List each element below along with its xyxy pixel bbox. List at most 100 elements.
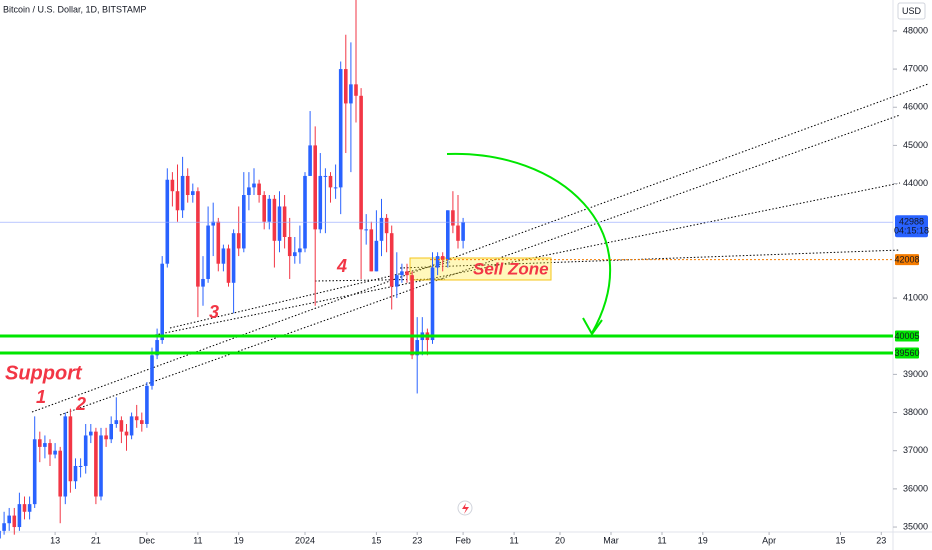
candle-body [323,175,328,177]
x-tick-label: Feb [455,535,471,545]
candle-body [129,416,134,436]
candle-body [359,95,363,230]
candle-body [12,515,17,528]
candle-body [134,416,139,421]
candle-body [446,210,450,260]
x-tick-label: 15 [835,535,845,545]
candle-body [17,504,22,528]
y-tick-label: 37000 [903,445,928,455]
x-tick-label: Apr [762,535,776,545]
y-tick-label: 44000 [903,178,928,188]
candle-body [155,340,159,356]
candle-body [364,229,368,231]
candle-body [349,84,353,104]
candle-body [384,217,389,234]
candle-body [27,504,32,512]
last-price-label: 42988 [899,217,924,227]
candle-body [318,175,323,230]
currency[interactable]: USD [902,6,922,16]
y-tick-label: 39000 [903,369,928,379]
candle-body [58,450,62,497]
candle-body [48,443,52,455]
currency-box[interactable] [897,2,926,20]
candle-body [405,271,409,276]
candle-body [2,523,6,531]
trend-line [154,182,901,336]
candle-body [206,225,210,279]
candle-body [170,179,175,192]
candle-body [43,443,47,447]
x-tick-label: 23 [876,535,886,545]
candle-body [272,198,277,241]
x-tick-label: 19 [234,535,244,545]
candle-body [231,233,236,283]
candle-body [0,530,1,539]
candle-body [344,69,348,104]
candle-body [247,187,251,196]
candle-body [282,206,287,237]
candle-body [191,191,195,196]
y-tick-label: 35000 [903,521,928,531]
candle-body [374,240,379,272]
sell-zone [409,257,552,281]
candle-body [221,248,226,264]
chart-title: Bitcoin / U.S. Dollar, 1D, BITSTAMP [3,4,146,14]
x-tick-label: 21 [91,535,101,545]
level-label: 42008 [894,254,919,264]
x-tick-label: 2024 [295,535,315,545]
trend-lines [31,83,929,416]
candle-body [63,416,68,497]
candle-body [175,191,180,211]
candle-body [104,435,108,440]
x-tick-label: Mar [603,535,619,545]
level-label-box [895,347,919,359]
candle-body [313,145,317,230]
x-tick-label: 11 [657,535,666,545]
annotation: Sell Zone [473,259,549,278]
candle-body [410,275,414,356]
candle-body [456,225,460,241]
candle-body [150,355,154,386]
level-label: 39560 [894,348,919,358]
candle-body [430,267,435,341]
level-label-box [895,254,919,266]
annotation: 4 [336,256,347,276]
trend-line [31,83,929,413]
y-tick-label: 46000 [903,102,928,112]
candle-body [68,416,73,482]
countdown: 04:15:18 [894,226,929,236]
last-price-box [895,215,928,238]
candle-body [196,191,200,287]
candle-body [389,233,394,287]
candle-body [119,420,124,432]
candle-body [83,435,88,466]
candle-body [262,195,266,222]
candle-body [53,450,57,455]
candle-body [73,465,78,482]
x-tick-label: Dec [139,535,156,545]
candle-body [415,340,419,356]
y-tick-label: 38000 [903,407,928,417]
trend-line [399,249,901,269]
arrow-head [582,317,603,336]
level-label: 40005 [894,331,919,341]
candle-body [308,145,312,176]
candle-body [242,195,246,249]
y-tick-label: 47000 [903,63,928,73]
y-tick-label: 36000 [903,483,928,493]
candle-body [303,175,307,249]
candle-body [145,385,149,424]
level-label-box [895,330,919,342]
x-tick-label: 11 [509,535,518,545]
candle-body [99,435,103,497]
candle-body [160,263,164,341]
trend-line [169,261,451,329]
trend-line [59,114,901,416]
annotation: 2 [75,394,86,414]
candle-body [461,222,465,241]
candle-body [379,217,384,241]
trend-line [314,278,446,282]
x-tick-label: 11 [193,535,202,545]
